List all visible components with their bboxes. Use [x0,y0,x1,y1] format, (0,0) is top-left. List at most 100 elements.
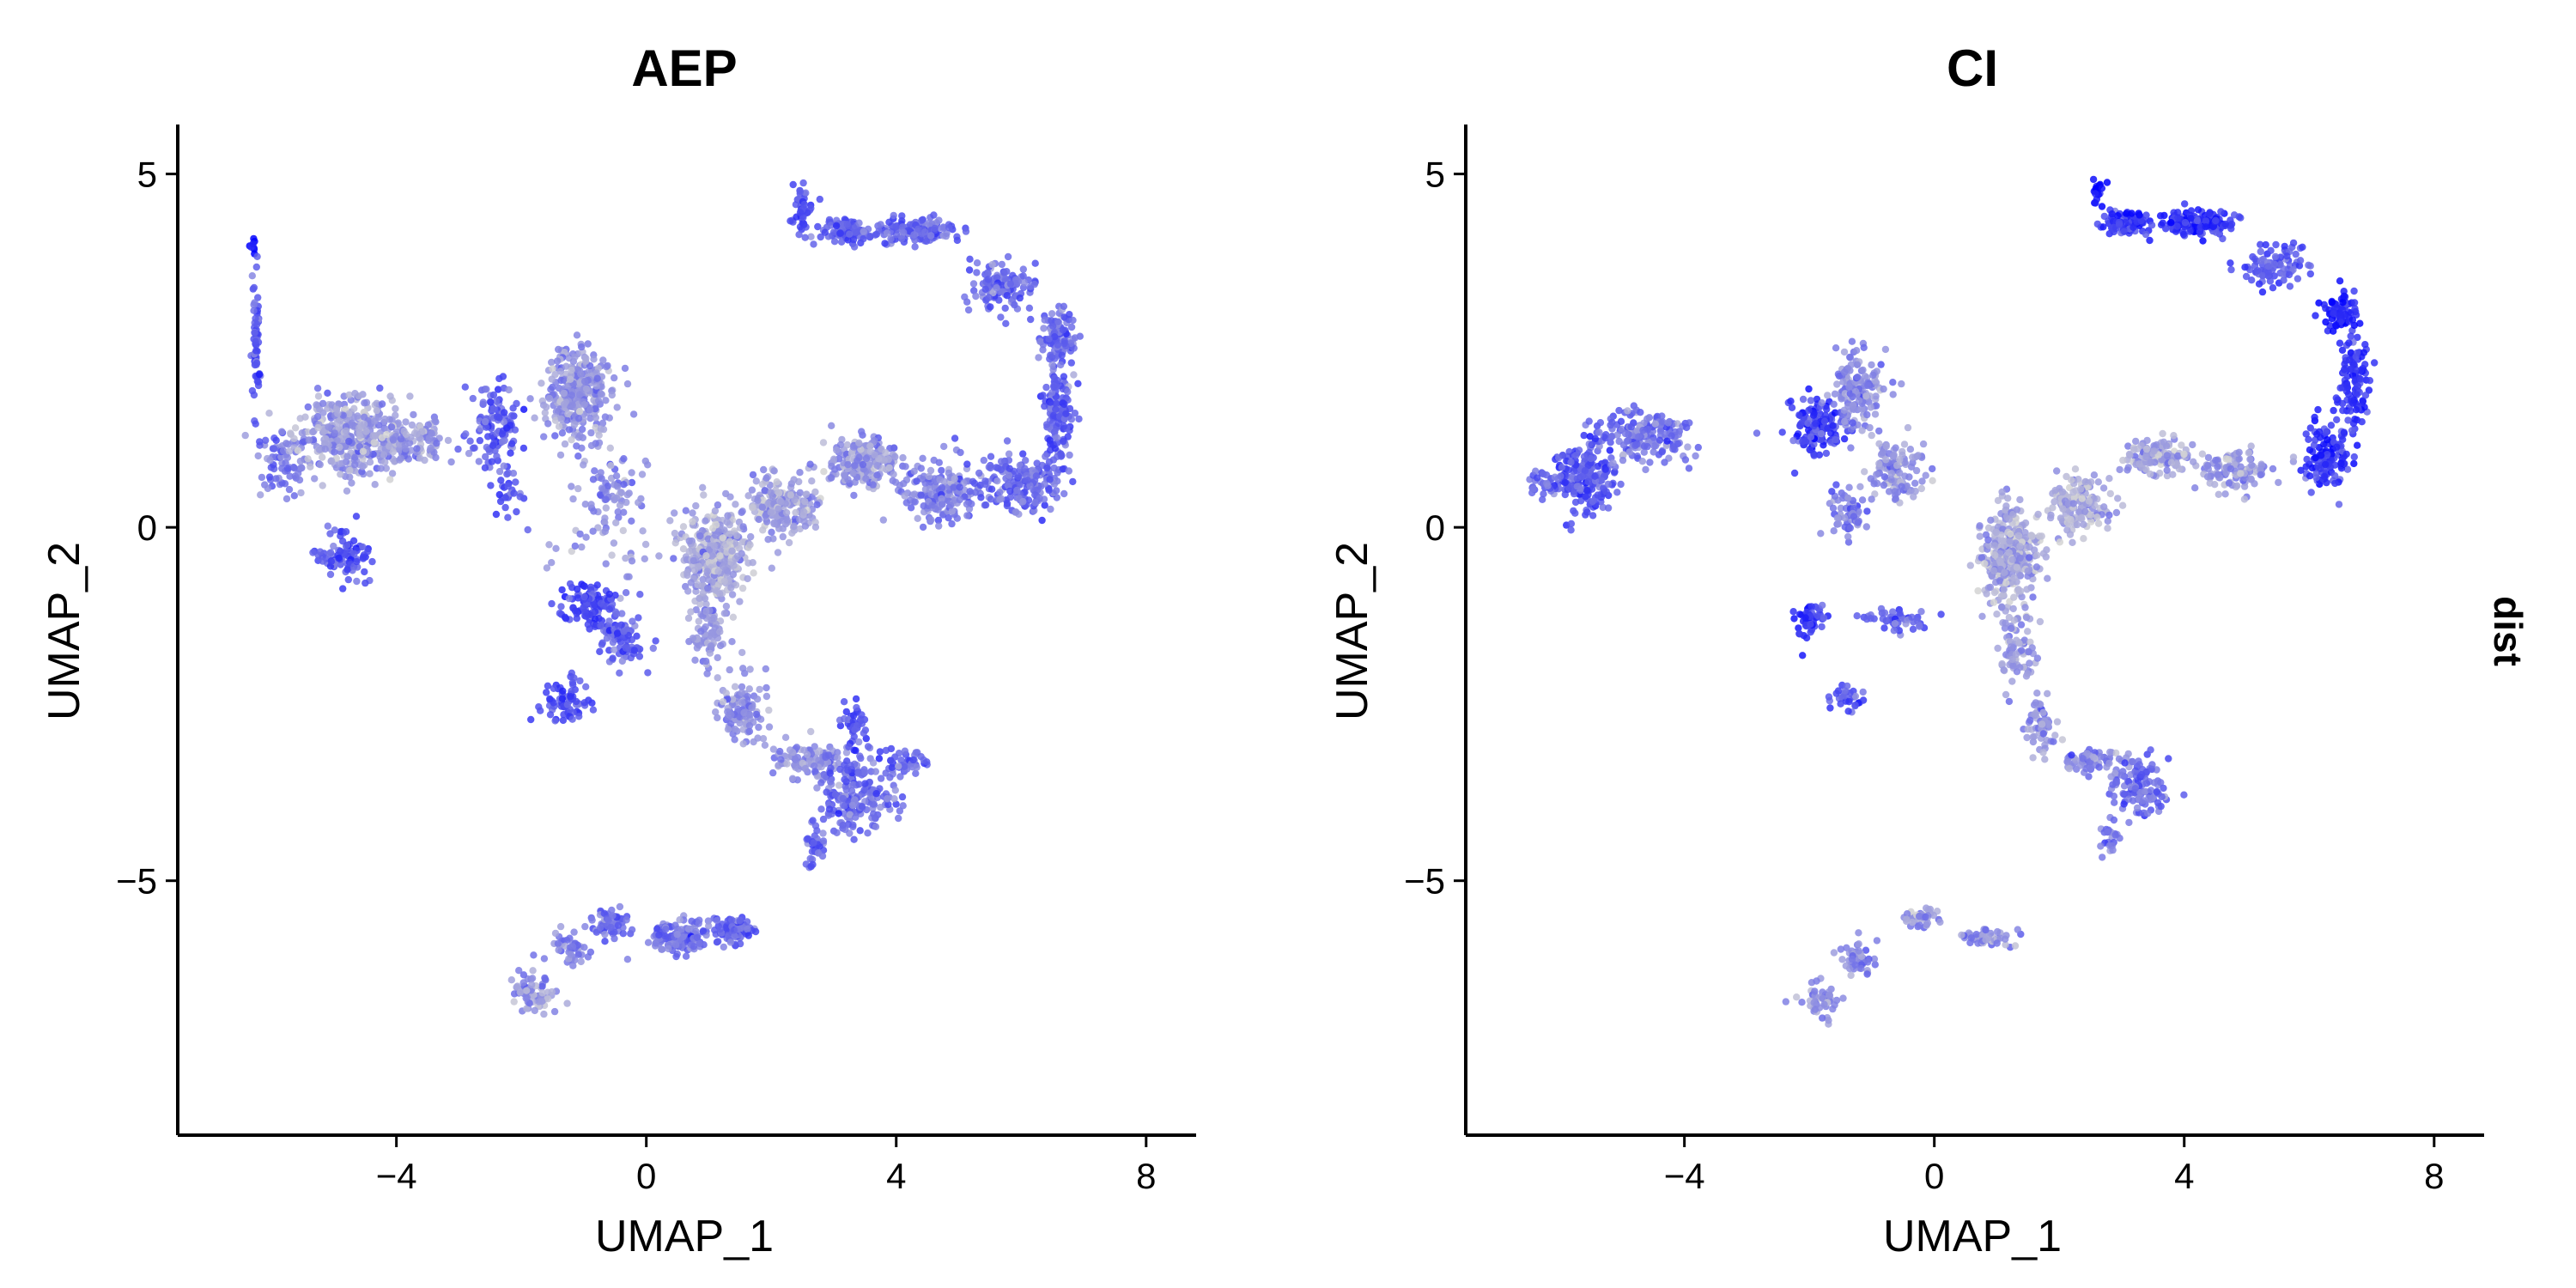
data-point [314,392,323,400]
data-point [914,225,922,233]
data-point [671,509,678,517]
data-point [1799,395,1807,404]
data-point [685,548,693,556]
data-point [794,765,802,773]
data-point [359,447,368,455]
data-point [899,223,907,231]
data-point [844,460,852,469]
data-point [813,501,821,508]
data-point [620,628,628,635]
data-point [388,470,397,477]
data-point [250,301,258,309]
data-point [935,459,944,466]
panel-title-aep: AEP [631,39,737,97]
data-point [765,723,774,731]
data-point [789,180,797,189]
data-point [738,508,745,516]
data-point [569,495,577,503]
data-point [940,477,948,485]
data-point [617,638,624,646]
data-point [1054,341,1062,349]
data-point [840,698,848,706]
data-point [576,432,584,440]
data-point [487,398,495,406]
data-point [980,456,988,465]
data-point [1831,390,1839,398]
data-point [265,410,273,417]
data-point [593,581,601,589]
data-point [618,657,626,665]
data-point [432,453,440,462]
data-point [692,587,700,595]
data-point [635,614,642,622]
data-point [285,447,294,455]
data-point [620,508,628,516]
data-point [278,465,286,472]
data-point [498,438,506,446]
data-point [1002,319,1010,327]
data-point [896,807,904,815]
data-point [612,610,621,618]
data-point [1812,420,1820,428]
data-point [835,781,843,789]
data-point [421,456,428,465]
data-point [1013,486,1021,495]
data-point [1042,383,1050,392]
data-point [775,505,782,513]
data-point [483,386,490,393]
data-point [614,622,623,630]
data-point [858,711,866,719]
data-point [1066,404,1074,413]
data-point [361,399,368,407]
data-point [846,230,854,238]
data-point [519,971,528,979]
data-point [930,211,938,219]
data-point [684,925,693,933]
data-point [351,453,359,461]
data-point [558,429,567,437]
data-point [671,921,679,929]
data-point [549,365,556,373]
data-point [1787,398,1795,405]
data-point [907,504,915,512]
data-point [859,460,867,469]
data-point [1047,398,1054,406]
data-point [295,476,304,484]
data-point [1003,292,1012,300]
data-point [1045,486,1053,495]
data-point [1598,477,1606,484]
data-point [552,544,560,552]
data-point [796,469,804,477]
data-point [337,471,344,478]
data-point [706,649,714,657]
data-point [877,775,885,782]
data-point [819,829,827,837]
data-point [938,495,945,502]
data-point [723,518,731,526]
data-point [842,786,850,793]
data-point [505,386,513,394]
data-point [569,962,577,969]
data-point [563,999,571,1007]
data-point [1635,433,1643,440]
data-point [1564,466,1572,474]
data-point [482,417,489,426]
data-point [567,693,574,701]
data-point [557,415,565,423]
data-point [616,669,623,677]
data-point [987,303,994,311]
data-point [331,448,338,456]
data-point [481,464,489,471]
data-point [953,514,962,522]
data-point [719,534,726,542]
data-point [284,465,292,472]
data-point [1060,302,1068,310]
data-point [895,814,902,823]
data-point [866,442,874,450]
data-point [578,543,586,551]
data-point [297,489,305,497]
data-point [548,599,556,608]
data-point [726,665,733,674]
data-point [1053,399,1060,408]
data-point [1664,419,1673,427]
